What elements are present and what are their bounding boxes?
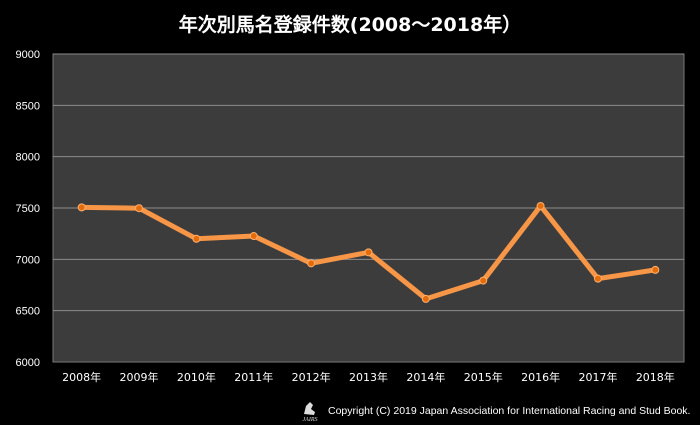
data-point <box>249 232 258 241</box>
svg-text:JAIRS: JAIRS <box>303 417 318 422</box>
x-tick-label: 2015年 <box>464 370 503 384</box>
y-tick-label: 7000 <box>16 254 40 266</box>
x-tick-label: 2018年 <box>636 370 675 384</box>
copyright-text: Copyright (C) 2019 Japan Association for… <box>328 405 691 417</box>
chart-title: 年次別馬名登録件数(2008～2018年） <box>178 14 522 36</box>
x-tick-label: 2016年 <box>521 370 560 384</box>
y-tick-label: 6000 <box>16 357 40 369</box>
x-tick-label: 2017年 <box>578 370 617 384</box>
x-tick-label: 2013年 <box>349 370 388 384</box>
data-point <box>307 259 316 268</box>
data-point <box>77 203 86 212</box>
data-point <box>593 274 602 283</box>
data-point <box>479 276 488 285</box>
x-tick-label: 2011年 <box>234 370 273 384</box>
y-tick-label: 8500 <box>16 100 40 112</box>
footer: JAIRS Copyright (C) 2019 Japan Associati… <box>296 400 690 422</box>
x-tick-label: 2014年 <box>406 370 445 384</box>
x-tick-label: 2012年 <box>292 370 331 384</box>
y-tick-label: 7500 <box>16 203 40 215</box>
data-point <box>135 204 144 213</box>
y-tick-label: 6500 <box>16 306 40 318</box>
x-tick-label: 2010年 <box>177 370 216 384</box>
y-tick-label: 9000 <box>16 49 40 61</box>
data-point <box>536 201 545 210</box>
y-tick-label: 8000 <box>16 152 40 164</box>
x-tick-label: 2008年 <box>62 370 101 384</box>
data-point <box>192 234 201 243</box>
x-tick-label: 2009年 <box>120 370 159 384</box>
data-point <box>364 248 373 257</box>
data-point <box>421 294 430 303</box>
data-point <box>651 265 660 274</box>
jairs-logo-icon: JAIRS <box>303 402 318 422</box>
